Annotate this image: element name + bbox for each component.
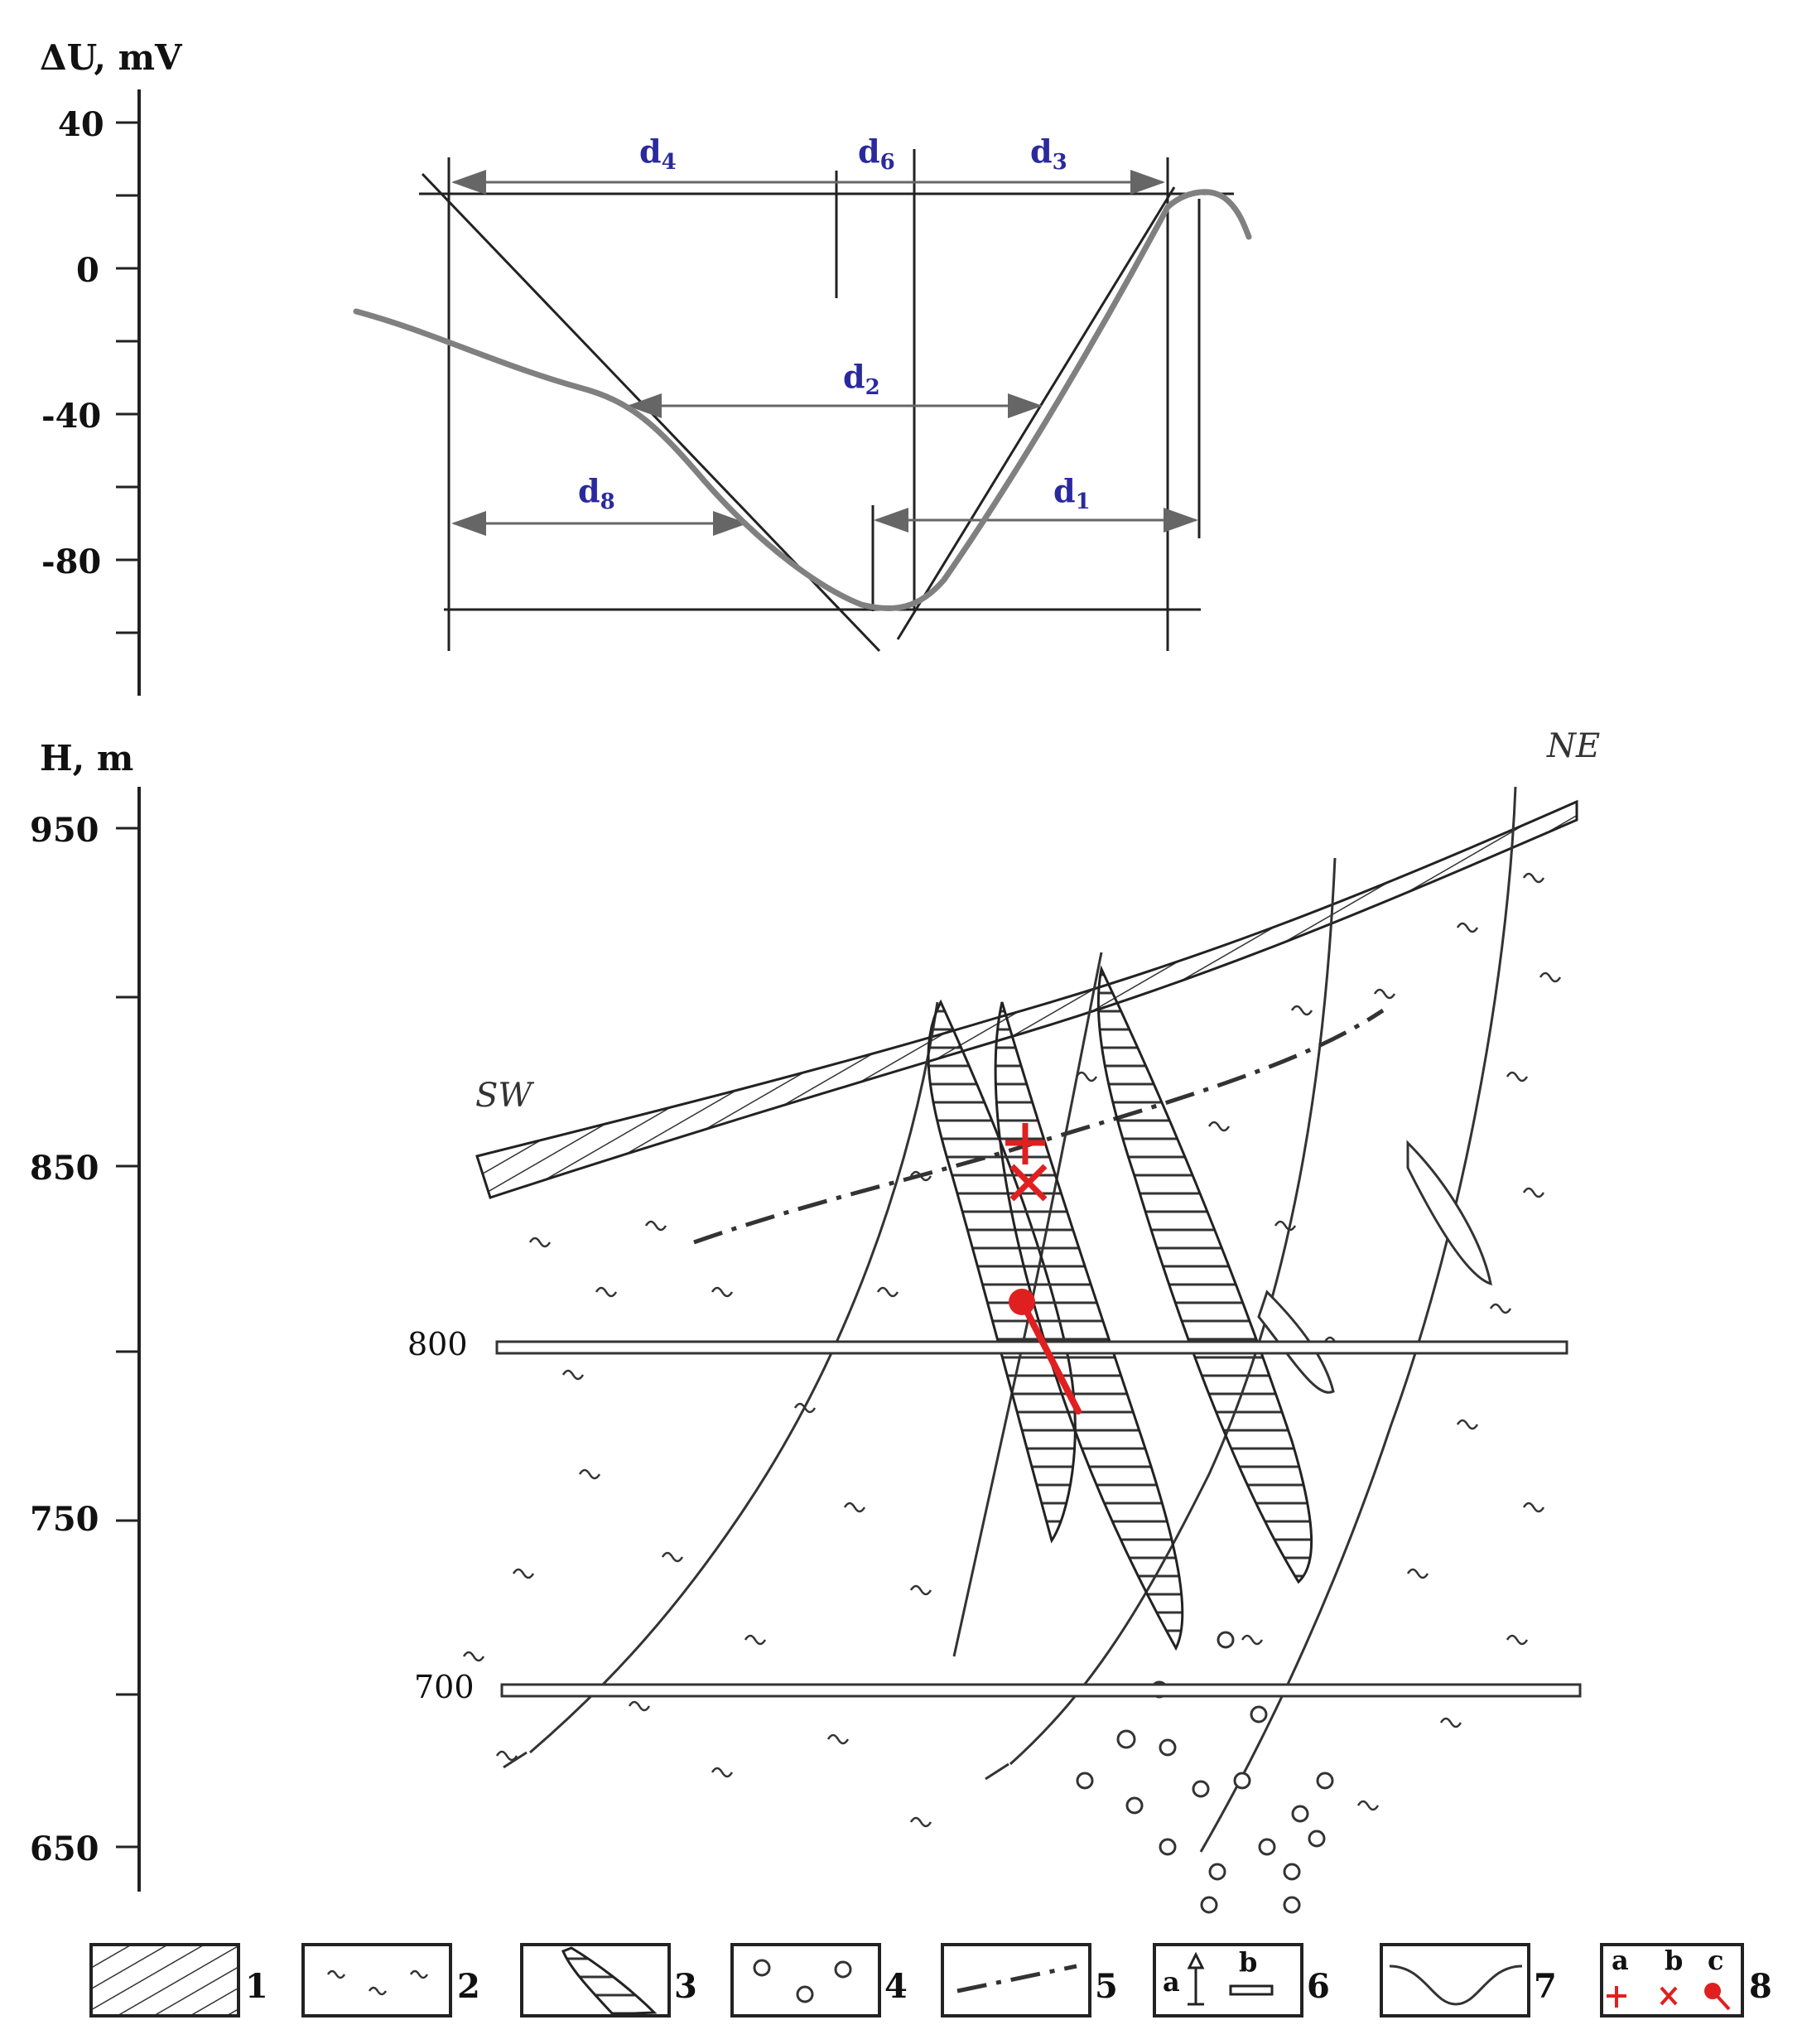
- svg-text:1: 1: [245, 1967, 268, 2006]
- label-d4: d4: [639, 133, 677, 175]
- section-y-tick-950: 950: [30, 811, 99, 850]
- geological-section: H, m 950 850 750 650 SW NE: [30, 727, 1600, 1914]
- top-y-minor-ticks: [116, 121, 139, 634]
- section-y-tick-850: 850: [30, 1149, 99, 1188]
- label-d8: d8: [578, 472, 615, 514]
- legend: 1 2 3 4 5 a b 6: [89, 1943, 1772, 2017]
- legend-item-7: 7: [1380, 1943, 1557, 2017]
- sampling-direction-line: [1019, 1299, 1082, 1415]
- svg-text:b: b: [1665, 1945, 1683, 1976]
- top-y-axis-title: ΔU, mV: [40, 37, 183, 78]
- conglomerate-circles: [1076, 1631, 1334, 1914]
- interval-arrows: [451, 170, 1198, 536]
- svg-text:8: 8: [1749, 1967, 1772, 2006]
- label-d3: d3: [1030, 133, 1067, 175]
- mine-level-800: [495, 1340, 1568, 1355]
- top-y-tick-40: 40: [58, 105, 104, 144]
- top-y-tick-minus80: -80: [41, 542, 101, 581]
- svg-text:3: 3: [674, 1967, 697, 2006]
- potential-chart: ΔU, mV 40 0 -40 -80: [40, 37, 1252, 696]
- level-label-800: 800: [407, 1326, 468, 1362]
- section-y-axis-title: H, m: [40, 738, 133, 779]
- potential-curve: [353, 189, 1252, 612]
- section-y-tick-650: 650: [30, 1829, 99, 1868]
- svg-text:2: 2: [457, 1967, 480, 2006]
- svg-text:a: a: [1163, 1966, 1180, 1998]
- legend-item-5: 5: [941, 1943, 1118, 2017]
- label-d1: d1: [1053, 472, 1091, 514]
- svg-text:6: 6: [1307, 1967, 1330, 2006]
- host-rock-texture: [462, 872, 1562, 1828]
- red-markers: [1005, 1123, 1082, 1415]
- svg-text:7: 7: [1534, 1967, 1557, 2006]
- legend-item-6: a b 6: [1153, 1943, 1330, 2017]
- section-y-tick-750: 750: [30, 1500, 99, 1539]
- svg-text:4: 4: [884, 1967, 908, 2006]
- top-y-tick-minus40: -40: [41, 397, 101, 436]
- legend-item-1: 1: [89, 1943, 268, 2017]
- weathered-cover-layer: [475, 799, 1578, 1199]
- label-d2: d2: [843, 358, 880, 400]
- svg-text:5: 5: [1095, 1967, 1118, 2006]
- svg-text:c: c: [1708, 1945, 1723, 1976]
- mine-level-700: [500, 1683, 1582, 1698]
- ore-lenses: [927, 965, 1313, 1651]
- legend-item-8: a b c 8: [1600, 1943, 1772, 2017]
- direction-sw: SW: [475, 1077, 534, 1115]
- section-y-ticks: [116, 827, 139, 1849]
- level-label-700: 700: [414, 1669, 475, 1705]
- breccia-lenses: [1257, 1140, 1492, 1394]
- top-y-tick-0: 0: [76, 251, 99, 290]
- svg-text:a: a: [1612, 1945, 1629, 1976]
- legend-item-3: 3: [520, 1943, 697, 2017]
- cross-marker: [1005, 1123, 1048, 1202]
- legend-item-4: 4: [730, 1943, 908, 2017]
- direction-ne: NE: [1546, 727, 1600, 765]
- label-d6: d6: [858, 133, 895, 175]
- legend-item-2: 2: [301, 1943, 480, 2017]
- interpretation-construction-lines: [419, 149, 1234, 653]
- svg-text:b: b: [1239, 1946, 1257, 1978]
